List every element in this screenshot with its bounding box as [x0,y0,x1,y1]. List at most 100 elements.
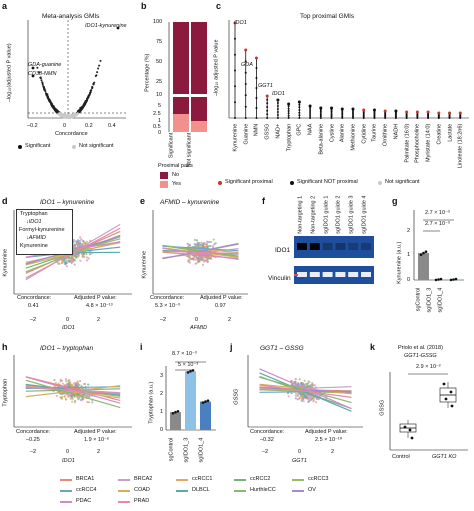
panel-c-point [319,110,322,113]
panel-a-point-ido1 [116,26,120,30]
legend-swatch [60,479,72,481]
panel-a-xtick-0: –0.2 [27,123,38,129]
panel-b-ytick-0: 0 [158,130,162,136]
panel-c-top-point [233,21,237,25]
panel-d-point [65,265,68,268]
panel-k-point [410,436,414,440]
legend-label: ccRCC3 [308,476,329,482]
panel-i-bar [200,401,211,430]
panel-e-point [210,240,213,244]
panel-e-p-label: Adjusted P value: [200,295,243,301]
panel-e-point [211,245,214,248]
panel-c-point [266,113,269,116]
panel-c-point [266,98,269,101]
panel-d-point [73,245,77,249]
panel-c-category-label: Cytidine [360,123,367,144]
panel-a-point [76,113,79,116]
panel-i-cat-2: sgIDO1_4 [198,437,205,463]
panel-b-ytick-50: 50 [156,59,163,65]
panel-h-point [82,398,85,401]
legend-swatch [60,490,72,492]
panel-j-point [297,381,300,385]
panel-j-scatter [247,355,363,428]
panel-c-point [276,111,279,113]
panel-e-point [210,257,213,260]
panel-e-point [200,244,203,247]
panel-d-pathway-box: Tryptophan ↓IDO1 Formyl-kynurenine ↓AFMI… [16,209,73,255]
panel-a-point [86,97,89,100]
panel-j-xlabel: GGT1 [292,458,307,464]
panel-h-point [61,382,65,385]
panel-c-top-point [340,107,344,111]
panel-b-ytick-0-5: 0.5 [153,124,161,130]
panel-c-category-label: NMN [253,123,260,137]
panel-e-point [206,257,209,260]
panel-g-replicate [454,277,458,281]
panel-f-vinculin-band [297,272,307,277]
panel-b-legend-no-swatch [160,172,168,179]
panel-g-ytick-2: 2 [407,228,411,234]
panel-j-point [294,394,297,397]
legend-label: BRCA1 [76,476,95,482]
panel-e-point [193,243,196,246]
legend-swatch [176,479,188,481]
panel-g-cat-1: sgIDO1_3 [426,287,433,313]
panel-d-point [77,255,80,258]
panel-a-point [70,116,73,119]
panel-b-bar-yes [191,121,207,132]
panel-h-point [87,401,91,404]
panel-c-point [276,114,279,116]
panel-c-category-label: Linoleate (18:2n6) [457,123,464,169]
panel-a-point [83,104,86,106]
panel-j-point [309,384,312,387]
panel-j-point [299,395,302,398]
panel-g-replicate [449,278,453,282]
panel-i-replicate [206,399,210,402]
panel-f-ido1-band [361,243,371,250]
panel-i-replicate [191,369,195,372]
panel-h-fit-line [25,379,121,409]
panel-e-point [213,243,216,246]
panel-c-top-point [297,100,301,104]
panel-j-point [298,378,301,381]
panel-c-point [298,109,301,111]
panel-c-point [244,60,247,63]
panel-d-fit-line [25,227,121,279]
panel-g-cat-2: sgIDO1_4 [437,287,444,313]
legend-swatch [176,490,188,492]
panel-f-vinculin-band [322,272,333,277]
panel-h-point [73,394,76,397]
panel-c-point [298,117,301,119]
panel-j-point [298,397,301,400]
panel-c-annot-ggt1: GGT1 [258,83,273,89]
panel-e-point [197,245,200,248]
panel-j-xtick-2: 2 [331,449,335,455]
panel-d-point [70,256,73,259]
panel-h-xtick-2: 2 [97,449,101,455]
panel-h-point [86,400,89,404]
panel-j-point [297,393,300,396]
panel-h-point [80,399,83,402]
panel-d-scatter [13,210,132,295]
panel-h-point [70,395,73,398]
panel-h-conc-label: Concordance: [16,429,51,435]
panel-c-top-point [437,111,441,115]
panel-c-category-label: Palmitate (16:0) [403,123,410,163]
panel-d-point [81,255,84,258]
panel-c-top-point [330,106,334,110]
panel-k-pval: 2.9 × 10⁻² [416,364,441,370]
panel-f-lane-labels: Non-targeting 1 Non-targeting 2 sgIDO1 gui… [296,196,376,234]
legend-swatch [118,501,130,503]
panel-h-point [76,381,79,384]
panel-f-western-blot [294,236,374,284]
panel-j-point [308,380,311,384]
panel-i-ytick-0: 0 [160,427,164,433]
panel-a-legend-significant: Significant [25,143,51,149]
panel-a-xlabel: Concordance [55,131,88,137]
panel-h-point [69,397,72,400]
panel-c-point [341,112,344,115]
panel-e-title: AFMID – kynurenine [160,199,220,206]
panel-c-point [352,111,354,113]
panel-e-fit-line [162,242,239,260]
panel-c-dot-plot [228,20,469,119]
